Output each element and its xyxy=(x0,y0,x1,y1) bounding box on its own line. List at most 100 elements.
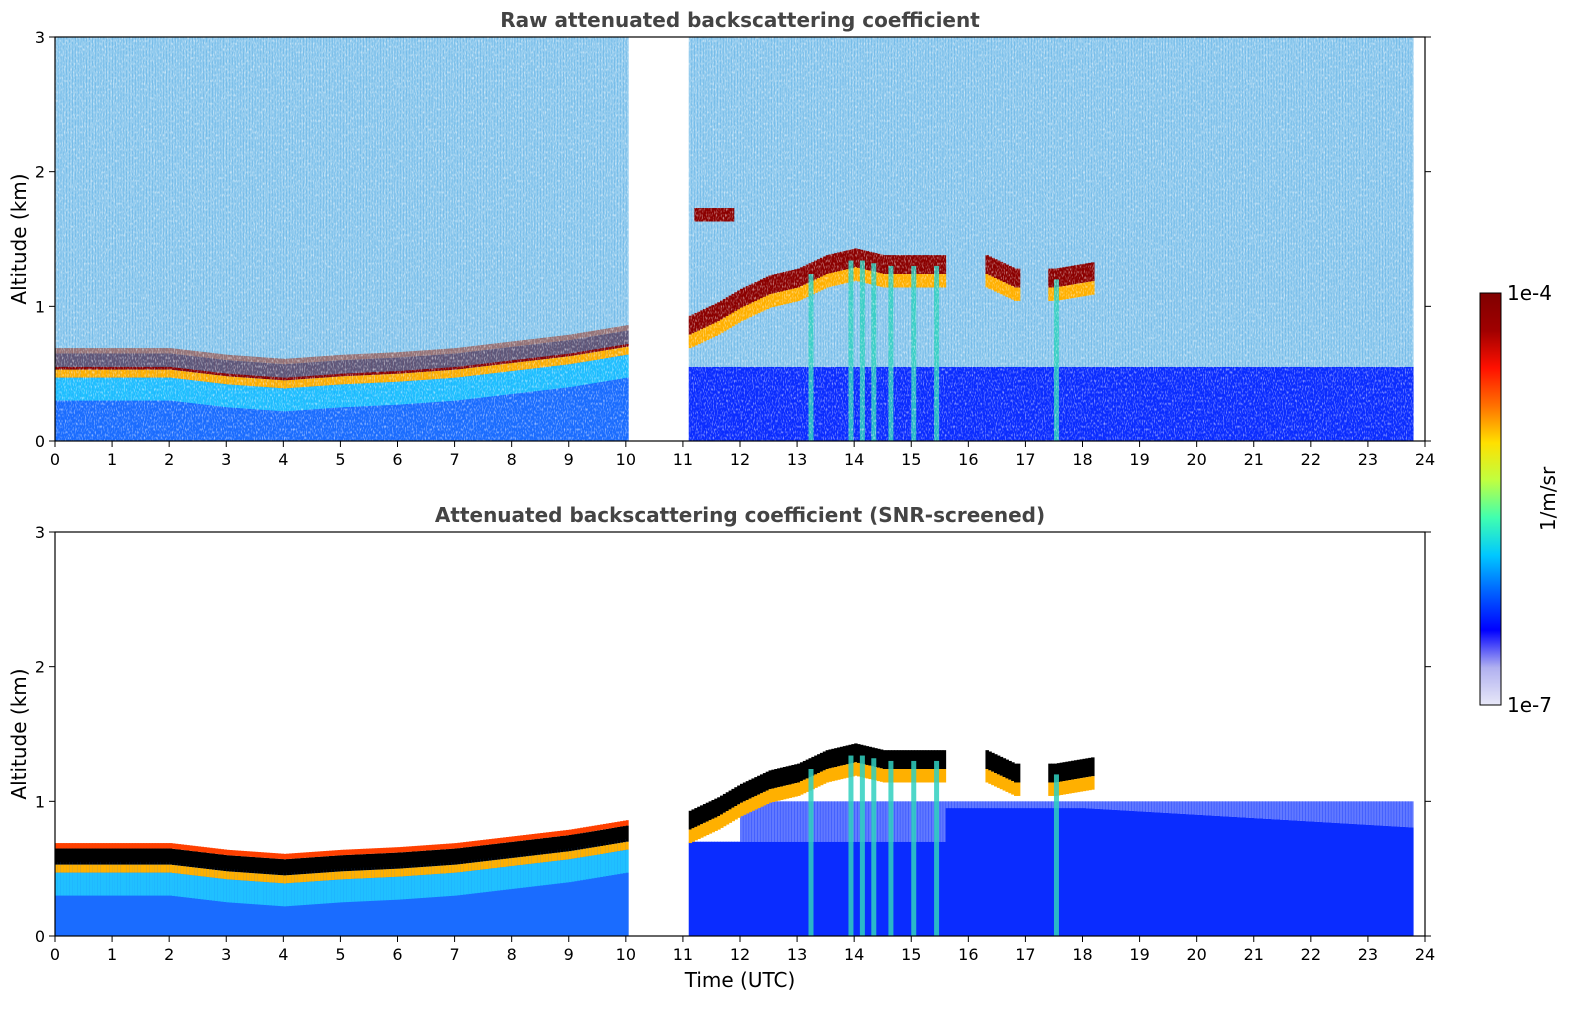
aerosol-layer-edge xyxy=(474,862,479,871)
aerosol-layer-edge xyxy=(114,843,119,849)
signal-column xyxy=(1290,820,1295,936)
panel-title: Raw attenuated backscattering coefficien… xyxy=(500,8,980,32)
signal-column xyxy=(557,849,561,936)
aerosol-layer-edge xyxy=(428,844,433,851)
signal-column xyxy=(426,863,430,936)
aerosol-layer-edge xyxy=(428,866,433,875)
aerosol-layer-edge xyxy=(240,850,244,857)
cloud-cell xyxy=(779,767,784,787)
aerosol-layer xyxy=(363,854,367,871)
signal-column xyxy=(380,866,384,936)
aerosol-layer xyxy=(277,858,282,875)
aerosol-layer-edge xyxy=(585,848,590,857)
aerosol-layer-edge xyxy=(360,870,364,879)
aerosol-layer-edge xyxy=(380,847,384,854)
aerosol-layer-edge xyxy=(72,864,76,873)
aerosol-layer-edge xyxy=(517,857,521,866)
noise-region xyxy=(1153,801,1158,813)
aerosol-layer-edge xyxy=(286,853,290,860)
noise-region xyxy=(1382,801,1386,826)
cloud-cell-edge xyxy=(942,769,947,783)
aerosol-layer-edge xyxy=(194,846,199,852)
noise-region xyxy=(1071,801,1075,809)
signal-column xyxy=(503,856,507,936)
aerosol-layer-edge xyxy=(423,866,427,875)
aerosol-layer-edge xyxy=(428,874,433,898)
aerosol-layer-edge xyxy=(94,872,99,896)
aerosol-layer xyxy=(354,854,359,871)
aerosol-layer-edge xyxy=(129,864,133,873)
noise-region xyxy=(1236,801,1241,818)
signal-column xyxy=(1387,826,1392,936)
signal-column xyxy=(908,841,912,936)
noise-region xyxy=(1190,801,1195,815)
aerosol-layer-edge xyxy=(397,876,401,900)
cloud-cell xyxy=(714,798,718,818)
aerosol-layer-edge xyxy=(585,856,590,880)
aerosol-layer-edge xyxy=(468,871,473,894)
aerosol-layer-edge xyxy=(74,864,79,873)
aerosol-layer-edge xyxy=(431,874,436,898)
noise-region xyxy=(1313,801,1318,822)
signal-column xyxy=(143,861,147,936)
aerosol-layer xyxy=(237,856,242,873)
aerosol-layer xyxy=(154,848,159,865)
aerosol-layer xyxy=(520,840,524,857)
noise-region xyxy=(1330,801,1335,823)
aerosol-layer-edge xyxy=(540,862,544,886)
signal-column xyxy=(1327,822,1332,936)
aerosol-layer-edge xyxy=(454,864,459,873)
cloud-cell-edge xyxy=(717,816,721,830)
aerosol-layer-edge xyxy=(203,876,207,900)
aerosol-layer-edge xyxy=(574,858,578,882)
cloud-cell-edge xyxy=(1016,782,1021,796)
aerosol-layer-edge xyxy=(160,864,165,873)
signal-column xyxy=(417,864,421,936)
noise-region xyxy=(1230,801,1235,817)
aerosol-layer-edge xyxy=(403,846,407,853)
cloud-cell-edge xyxy=(1073,779,1078,793)
aerosol-layer-edge xyxy=(297,882,302,906)
aerosol-layer-edge xyxy=(366,870,370,879)
aerosol-layer-edge xyxy=(112,864,116,873)
aerosol-layer-edge xyxy=(488,868,493,892)
aerosol-layer-edge xyxy=(200,846,205,853)
aerosol-layer-edge xyxy=(346,871,350,880)
heatmap-image xyxy=(55,37,1425,441)
signal-column xyxy=(154,861,159,936)
cloud-cell-edge xyxy=(740,802,744,817)
aerosol-layer-edge xyxy=(55,872,59,896)
signal-column xyxy=(1319,822,1323,936)
cloud-cell xyxy=(819,752,824,772)
signal-column xyxy=(740,841,744,936)
aerosol-layer-edge xyxy=(485,869,490,892)
signal-column xyxy=(391,866,396,936)
signal-column xyxy=(565,848,570,936)
aerosol-layer-edge xyxy=(534,833,538,840)
aerosol-layer-edge xyxy=(251,851,256,858)
signal-column xyxy=(94,861,99,936)
cloud-cell-edge xyxy=(802,779,807,794)
noise-region xyxy=(782,801,787,842)
noise-region xyxy=(1402,801,1406,827)
aerosol-layer xyxy=(420,850,424,868)
signal-column xyxy=(360,867,364,936)
aerosol-layer xyxy=(249,856,253,873)
aerosol-layer-edge xyxy=(66,872,70,896)
signal-column xyxy=(988,808,992,936)
signal-column xyxy=(211,866,216,936)
aerosol-layer-edge xyxy=(480,869,484,893)
aerosol-layer xyxy=(172,848,176,865)
aerosol-layer xyxy=(117,848,122,865)
aerosol-layer xyxy=(437,849,441,866)
signal-column xyxy=(1185,814,1189,936)
aerosol-layer-edge xyxy=(448,843,453,849)
aerosol-layer-edge xyxy=(326,850,330,857)
aerosol-layer-edge xyxy=(523,856,527,865)
signal-column xyxy=(60,861,65,936)
signal-column xyxy=(1136,811,1141,936)
aerosol-layer-edge xyxy=(303,873,307,883)
noise-region xyxy=(1042,801,1046,809)
signal-column xyxy=(63,861,68,936)
aerosol-layer-edge xyxy=(126,843,130,849)
